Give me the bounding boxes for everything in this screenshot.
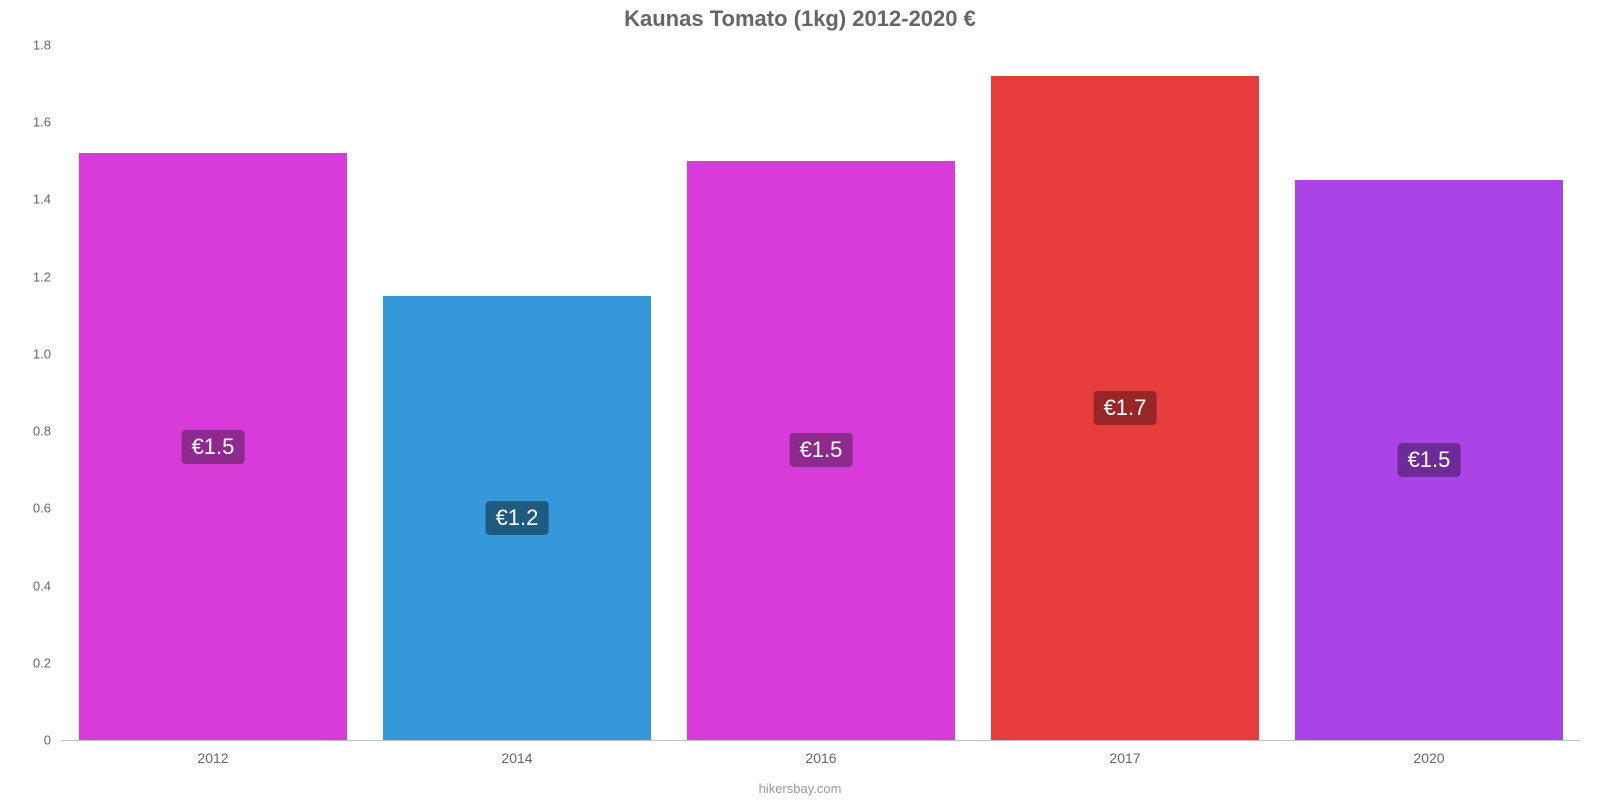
bar: €1.2	[383, 296, 651, 740]
y-tick-label: 1.4	[33, 192, 61, 207]
y-tick-label: 0	[44, 733, 61, 748]
x-tick-label: 2017	[1109, 740, 1140, 766]
x-tick-label: 2016	[805, 740, 836, 766]
y-tick-label: 0.6	[33, 501, 61, 516]
y-tick-label: 0.4	[33, 578, 61, 593]
bar-value-label: €1.5	[790, 433, 853, 467]
plot-area: 00.20.40.60.81.01.21.41.61.82012€1.52014…	[60, 45, 1580, 740]
y-tick-label: 1.0	[33, 346, 61, 361]
y-tick-label: 0.2	[33, 655, 61, 670]
bar-value-label: €1.5	[1398, 443, 1461, 477]
x-tick-label: 2014	[501, 740, 532, 766]
y-tick-label: 1.2	[33, 269, 61, 284]
bar: €1.5	[1295, 180, 1563, 740]
y-tick-label: 1.8	[33, 38, 61, 53]
y-tick-label: 1.6	[33, 115, 61, 130]
bar: €1.5	[79, 153, 347, 740]
bar-value-label: €1.7	[1094, 391, 1157, 425]
bar-value-label: €1.5	[182, 430, 245, 464]
y-tick-label: 0.8	[33, 424, 61, 439]
bar-value-label: €1.2	[486, 501, 549, 535]
x-tick-label: 2020	[1413, 740, 1444, 766]
chart-container: Kaunas Tomato (1kg) 2012-2020 € 00.20.40…	[0, 0, 1600, 800]
source-label: hikersbay.com	[0, 781, 1600, 796]
bar: €1.7	[991, 76, 1259, 740]
chart-title: Kaunas Tomato (1kg) 2012-2020 €	[0, 6, 1600, 32]
bar: €1.5	[687, 161, 955, 740]
x-tick-label: 2012	[197, 740, 228, 766]
